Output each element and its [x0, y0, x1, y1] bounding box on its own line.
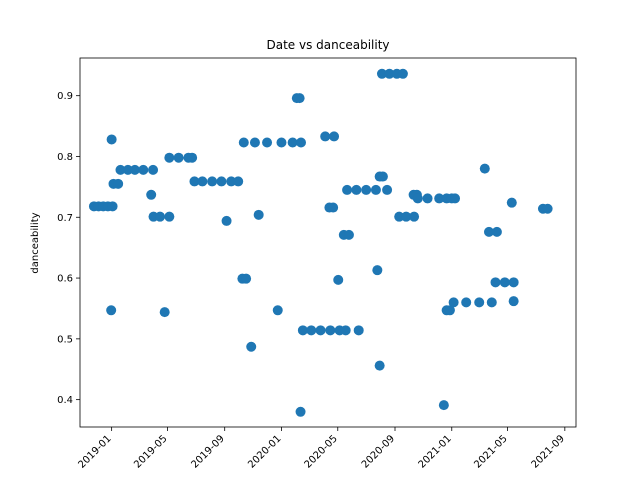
data-point	[353, 325, 364, 336]
y-axis-label: danceability	[30, 212, 41, 273]
data-point	[159, 307, 170, 318]
data-point	[372, 265, 383, 276]
data-point	[461, 297, 472, 308]
data-point	[146, 189, 157, 200]
data-point	[343, 229, 354, 240]
data-point	[474, 297, 485, 308]
data-point	[479, 163, 490, 174]
data-point	[155, 211, 166, 222]
chart-title: Date vs danceability	[267, 38, 390, 52]
y-tick-label: 0.6	[57, 274, 73, 285]
data-point	[233, 176, 244, 187]
data-point	[294, 93, 305, 104]
data-point	[287, 137, 298, 148]
data-point	[328, 202, 339, 213]
data-point	[295, 406, 306, 417]
y-tick-label: 0.8	[57, 152, 73, 163]
data-point	[276, 137, 287, 148]
data-point	[434, 193, 445, 204]
data-point	[401, 211, 412, 222]
data-point	[197, 176, 208, 187]
data-point	[187, 152, 198, 163]
data-point	[241, 273, 252, 284]
data-point	[412, 193, 423, 204]
data-point	[164, 211, 175, 222]
data-point	[333, 274, 344, 285]
data-point	[207, 176, 218, 187]
data-point	[377, 171, 388, 182]
data-point	[249, 137, 260, 148]
data-point	[340, 325, 351, 336]
data-point	[253, 209, 264, 220]
data-point	[138, 164, 149, 175]
data-point	[262, 137, 273, 148]
data-point	[499, 277, 510, 288]
data-point	[444, 305, 455, 316]
data-point	[238, 137, 249, 148]
data-point	[226, 176, 237, 187]
data-point	[246, 341, 257, 352]
data-point	[129, 164, 140, 175]
data-point	[164, 152, 175, 163]
y-tick-label: 0.7	[57, 213, 73, 224]
data-point	[113, 178, 124, 189]
data-point	[409, 211, 420, 222]
data-point	[106, 305, 117, 316]
data-point	[272, 305, 283, 316]
plot-frame	[79, 57, 577, 428]
data-point	[508, 296, 519, 307]
data-point	[384, 68, 395, 79]
data-point	[221, 215, 232, 226]
data-point	[325, 325, 336, 336]
data-point	[448, 297, 459, 308]
data-point	[376, 68, 387, 79]
y-tick-label: 0.4	[57, 395, 73, 406]
data-point	[315, 325, 326, 336]
data-point	[306, 325, 317, 336]
data-point	[486, 297, 497, 308]
data-point	[382, 184, 393, 195]
data-point	[106, 134, 117, 145]
data-point	[297, 325, 308, 336]
data-point	[397, 68, 408, 79]
y-tick-label: 0.9	[57, 91, 73, 102]
data-point	[351, 184, 362, 195]
data-points	[88, 68, 553, 417]
data-point	[483, 226, 494, 237]
data-point	[148, 164, 159, 175]
data-point	[506, 197, 517, 208]
data-point	[450, 193, 461, 204]
data-point	[296, 137, 307, 148]
data-point	[361, 184, 372, 195]
data-point	[342, 184, 353, 195]
data-point	[173, 152, 184, 163]
y-tick-label: 0.5	[57, 334, 73, 345]
y-axis: 0.4 0.5 0.6 0.7 0.8 0.9	[57, 91, 80, 406]
data-point	[329, 131, 340, 142]
data-point	[189, 176, 200, 187]
data-point	[320, 131, 331, 142]
data-point	[216, 176, 227, 187]
data-point	[394, 211, 405, 222]
data-point	[107, 201, 118, 212]
data-point	[122, 164, 133, 175]
data-point	[490, 277, 501, 288]
data-point	[374, 360, 385, 371]
data-point	[542, 203, 553, 214]
data-point	[422, 193, 433, 204]
data-point	[491, 226, 502, 237]
data-point	[508, 277, 519, 288]
data-point	[438, 400, 449, 411]
data-point	[370, 184, 381, 195]
data-point	[115, 164, 126, 175]
